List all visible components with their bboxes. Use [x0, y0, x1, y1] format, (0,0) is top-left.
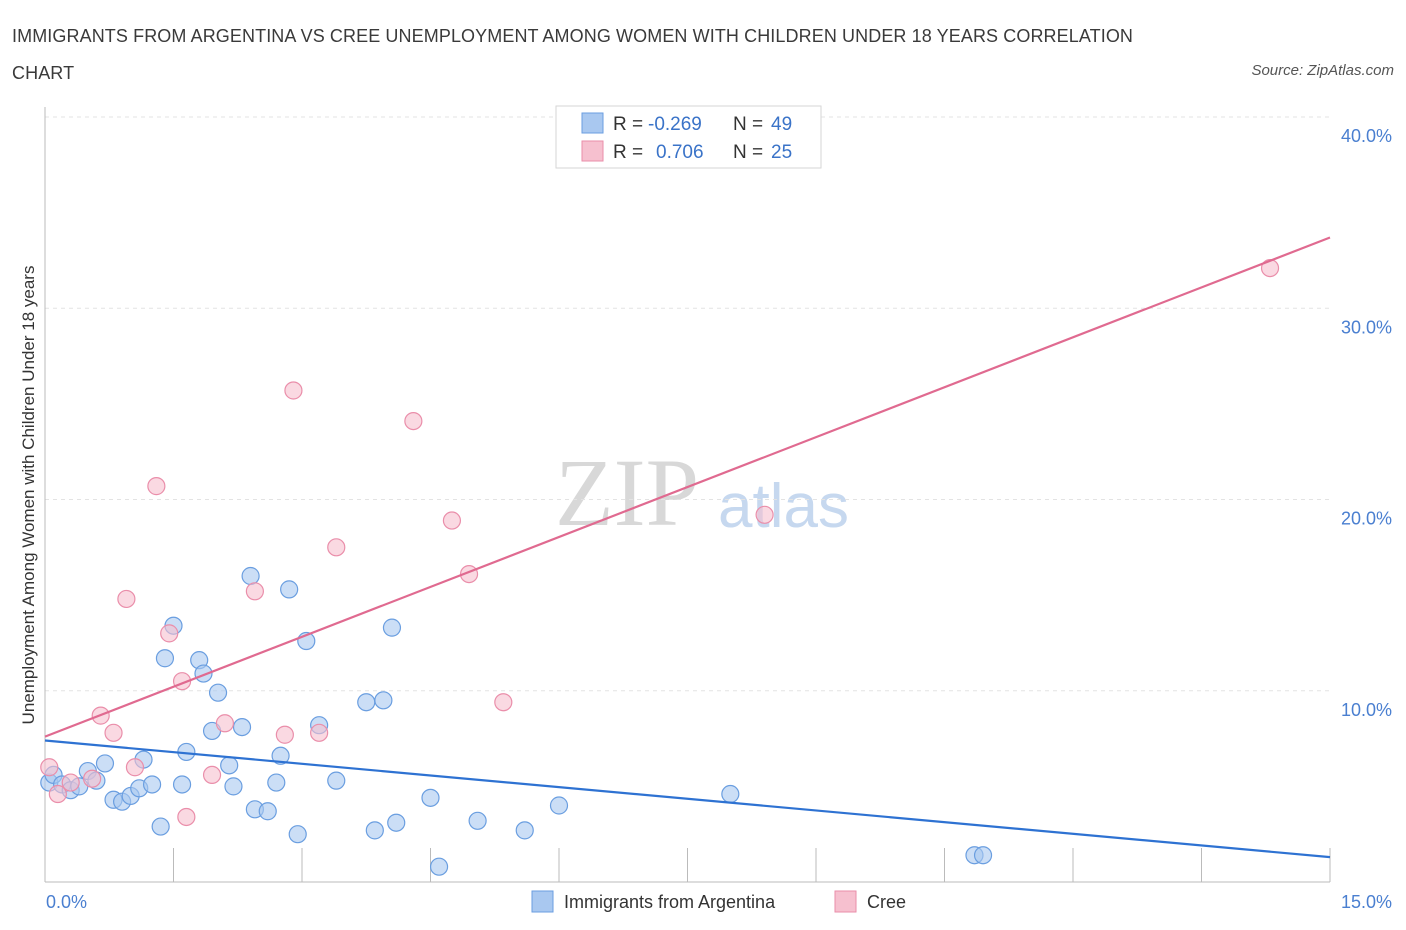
- point-argentina-31: [280, 580, 299, 599]
- point-cree-7: [125, 758, 145, 777]
- legend-r-value-1: -0.269: [648, 114, 702, 135]
- grid: [45, 116, 1330, 692]
- point-cree-22: [494, 693, 513, 712]
- point-cree-19: [404, 411, 423, 431]
- trend-line-cree: [44, 236, 1331, 738]
- chart-title: IMMIGRANTS FROM ARGENTINA VS CREE UNEMPL…: [12, 26, 1134, 83]
- bottom-legend-label-cree: Cree: [867, 892, 906, 912]
- point-argentina-48: [973, 846, 993, 865]
- legend-r-label-2: R =: [613, 142, 643, 163]
- point-argentina-26: [241, 566, 260, 586]
- point-argentina-37: [365, 821, 384, 840]
- point-cree-6: [117, 589, 136, 609]
- point-argentina-41: [421, 788, 440, 807]
- point-argentina-40: [387, 813, 406, 832]
- bottom-legend-swatch-argentina: [531, 890, 554, 913]
- point-argentina-30: [271, 746, 290, 765]
- legend-n-value-2: 25: [771, 142, 792, 163]
- point-cree-1: [48, 784, 67, 804]
- point-cree-13: [215, 714, 234, 733]
- point-cree-0: [40, 758, 59, 777]
- y-tick-label-2: 30.0%: [1341, 317, 1392, 337]
- bottom-legend-swatch-cree: [834, 890, 857, 913]
- watermark-atlas: atlas: [718, 472, 849, 541]
- point-argentina-23: [220, 756, 239, 775]
- point-cree-16: [284, 381, 303, 400]
- x-tick-label-0: 0.0%: [46, 892, 87, 912]
- point-argentina-35: [327, 771, 346, 790]
- axes: [44, 107, 1331, 883]
- point-argentina-43: [468, 811, 487, 830]
- x-tick-label-1: 15.0%: [1341, 892, 1392, 912]
- legend-n-label-1: N =: [733, 114, 763, 135]
- series-legend: Immigrants from Argentina Cree: [531, 890, 906, 913]
- point-argentina-15: [155, 649, 175, 668]
- legend-r-label-1: R =: [613, 114, 643, 135]
- legend-swatch-argentina: [581, 112, 604, 134]
- legend-n-value-1: 49: [771, 114, 792, 135]
- correlation-legend: R = -0.269 N = 49 R = 0.706 N = 25: [555, 105, 822, 169]
- point-cree-9: [160, 624, 179, 643]
- point-cree-8: [147, 477, 166, 496]
- y-tick-label-0: 10.0%: [1341, 700, 1392, 720]
- point-argentina-44: [515, 821, 534, 840]
- point-argentina-45: [549, 796, 569, 815]
- point-cree-3: [83, 769, 102, 788]
- tick-labels: 10.0% 20.0% 30.0% 40.0% 0.0% 15.0%: [46, 126, 1392, 912]
- source-label: Source: ZipAtlas.com: [1251, 62, 1394, 79]
- point-argentina-42: [429, 857, 449, 876]
- point-argentina-29: [267, 773, 286, 792]
- point-cree-11: [177, 807, 196, 827]
- point-argentina-13: [142, 775, 162, 794]
- point-argentina-39: [382, 618, 402, 637]
- point-argentina-28: [258, 802, 277, 821]
- point-argentina-22: [208, 683, 228, 702]
- point-cree-5: [104, 723, 123, 742]
- point-cree-17: [310, 723, 329, 742]
- point-argentina-7: [95, 754, 115, 773]
- point-argentina-25: [232, 717, 252, 737]
- y-axis-label: Unemployment Among Women with Children U…: [19, 266, 38, 725]
- point-argentina-32: [288, 825, 307, 844]
- point-cree-15: [275, 725, 294, 744]
- trend-lines: [44, 236, 1331, 859]
- point-argentina-17: [172, 775, 192, 794]
- y-tick-label-1: 20.0%: [1341, 509, 1392, 529]
- point-cree-23: [755, 505, 774, 524]
- legend-swatch-cree: [581, 140, 604, 162]
- legend-r-value-2: 0.706: [656, 142, 704, 163]
- point-argentina-24: [224, 777, 243, 796]
- trend-line-argentina: [44, 739, 1331, 859]
- point-cree-2: [61, 773, 80, 792]
- point-cree-14: [245, 582, 264, 601]
- point-cree-12: [202, 765, 222, 785]
- point-argentina-36: [357, 693, 376, 712]
- point-argentina-14: [151, 817, 170, 836]
- point-cree-18: [327, 538, 346, 557]
- y-tick-label-3: 40.0%: [1341, 126, 1392, 146]
- point-cree-20: [442, 511, 462, 530]
- scatter-points: [40, 258, 1280, 876]
- bottom-legend-label-argentina: Immigrants from Argentina: [564, 892, 776, 912]
- point-argentina-38: [374, 691, 393, 710]
- legend-n-label-2: N =: [733, 142, 763, 163]
- point-argentina-46: [721, 784, 740, 804]
- point-cree-24: [1260, 258, 1280, 278]
